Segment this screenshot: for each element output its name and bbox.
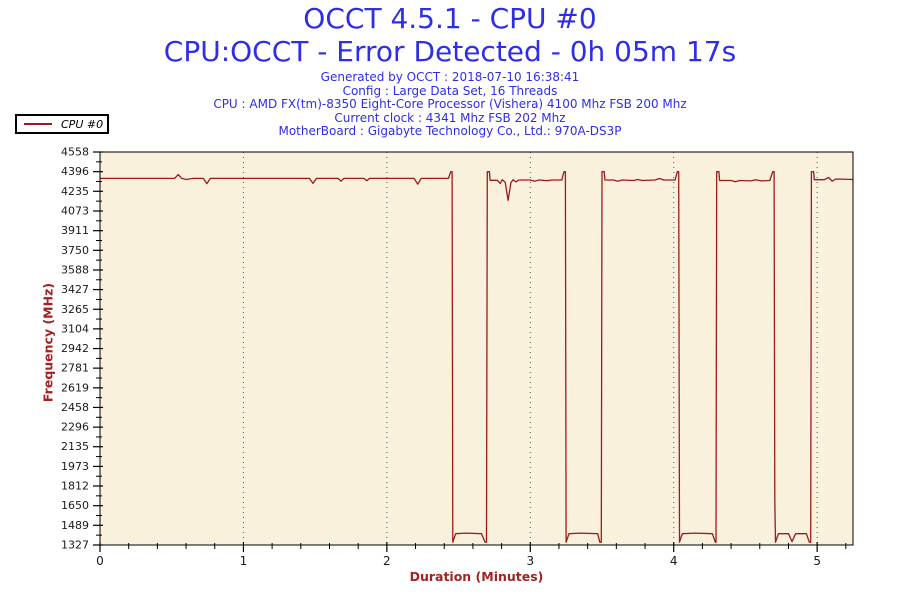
info-cpu: CPU : AMD FX(tm)-8350 Eight-Core Process… bbox=[213, 97, 687, 111]
y-tick-label: 1489 bbox=[61, 519, 89, 532]
y-tick-label: 1812 bbox=[61, 480, 89, 493]
legend-box: CPU #0 bbox=[15, 114, 109, 134]
y-tick-label: 2781 bbox=[61, 362, 89, 375]
info-motherboard: MotherBoard : Gigabyte Technology Co., L… bbox=[278, 124, 622, 138]
y-tick-label: 3911 bbox=[61, 224, 89, 237]
y-tick-label: 2458 bbox=[61, 401, 89, 414]
x-tick-label: 0 bbox=[96, 554, 104, 568]
x-tick-label: 1 bbox=[240, 554, 248, 568]
y-tick-label: 3427 bbox=[61, 283, 89, 296]
y-tick-label: 1650 bbox=[61, 499, 89, 512]
x-tick-label: 3 bbox=[526, 554, 534, 568]
y-tick-label: 2619 bbox=[61, 381, 89, 394]
plot-area bbox=[100, 152, 853, 545]
page-subtitle: CPU:OCCT - Error Detected - 0h 05m 17s bbox=[163, 35, 737, 68]
y-tick-label: 2296 bbox=[61, 421, 89, 434]
y-tick-label: 1973 bbox=[61, 460, 89, 473]
y-tick-label: 4235 bbox=[61, 185, 89, 198]
y-tick-label: 2942 bbox=[61, 342, 89, 355]
y-tick-label: 2135 bbox=[61, 440, 89, 453]
report-info-block: Generated by OCCT : 2018-07-10 16:38:41 … bbox=[0, 70, 900, 139]
x-axis-title: Duration (Minutes) bbox=[409, 569, 544, 584]
y-tick-label: 1327 bbox=[61, 539, 89, 552]
y-tick-label: 4558 bbox=[61, 146, 89, 159]
x-tick-label: 5 bbox=[813, 554, 821, 568]
info-generated-by: Generated by OCCT : 2018-07-10 16:38:41 bbox=[320, 70, 580, 84]
page-title: OCCT 4.5.1 - CPU #0 bbox=[303, 2, 597, 35]
y-tick-label: 3104 bbox=[61, 322, 89, 335]
y-tick-label: 3265 bbox=[61, 303, 89, 316]
x-tick-label: 4 bbox=[670, 554, 678, 568]
info-config: Config : Large Data Set, 16 Threads bbox=[342, 83, 558, 98]
y-tick-label: 3588 bbox=[61, 263, 89, 276]
series-cpu0-line bbox=[100, 171, 854, 543]
info-current-clock: Current clock : 4341 Mhz FSB 202 Mhz bbox=[334, 110, 566, 125]
legend-series-label: CPU #0 bbox=[61, 117, 104, 131]
legend-series-swatch bbox=[24, 123, 52, 125]
y-tick-label: 4396 bbox=[61, 165, 89, 178]
x-tick-label: 2 bbox=[383, 554, 391, 568]
y-tick-label: 4073 bbox=[61, 204, 89, 217]
y-tick-label: 3750 bbox=[61, 244, 89, 257]
